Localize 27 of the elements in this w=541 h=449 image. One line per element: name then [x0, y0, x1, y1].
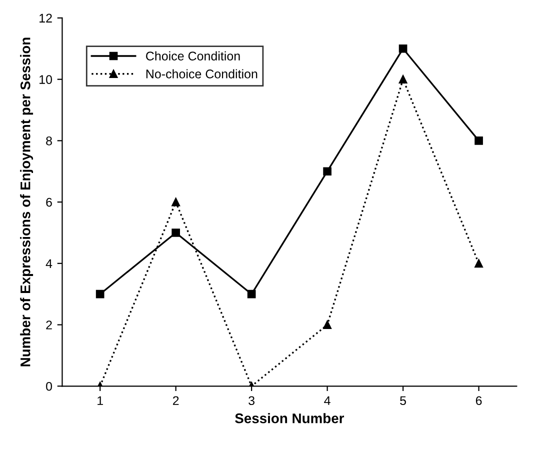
- point: [247, 290, 256, 298]
- point: [398, 75, 408, 84]
- point: [323, 167, 332, 176]
- point: [323, 320, 332, 329]
- point: [172, 198, 180, 206]
- x-axis-title: Session Number: [235, 413, 344, 424]
- point: [398, 44, 408, 53]
- point: [96, 290, 104, 298]
- y-tick-label: 6: [46, 198, 52, 207]
- legend-label: Choice Condition: [146, 51, 240, 60]
- y-tick-label: 2: [46, 320, 52, 330]
- point: [474, 259, 483, 268]
- y-axis-title: Number of Expressions of Enjoyment per Session: [20, 38, 34, 366]
- y-tick-label: 0: [46, 382, 52, 391]
- x-tick-label: 6: [476, 396, 482, 406]
- y-tick-label: 8: [46, 136, 52, 146]
- y-tick-label: 10: [40, 75, 52, 84]
- x-tick-label: 4: [324, 396, 330, 405]
- point: [172, 228, 180, 237]
- legend-label: No-choice Condition: [146, 69, 258, 78]
- point: [474, 136, 483, 145]
- y-tick-label: 12: [40, 14, 52, 22]
- x-tick-label: 5: [400, 396, 406, 406]
- y-tick-label: 4: [46, 259, 52, 268]
- x-tick-label: 3: [248, 396, 254, 406]
- x-tick-label: 1: [98, 396, 103, 405]
- x-tick-label: 2: [172, 396, 179, 405]
